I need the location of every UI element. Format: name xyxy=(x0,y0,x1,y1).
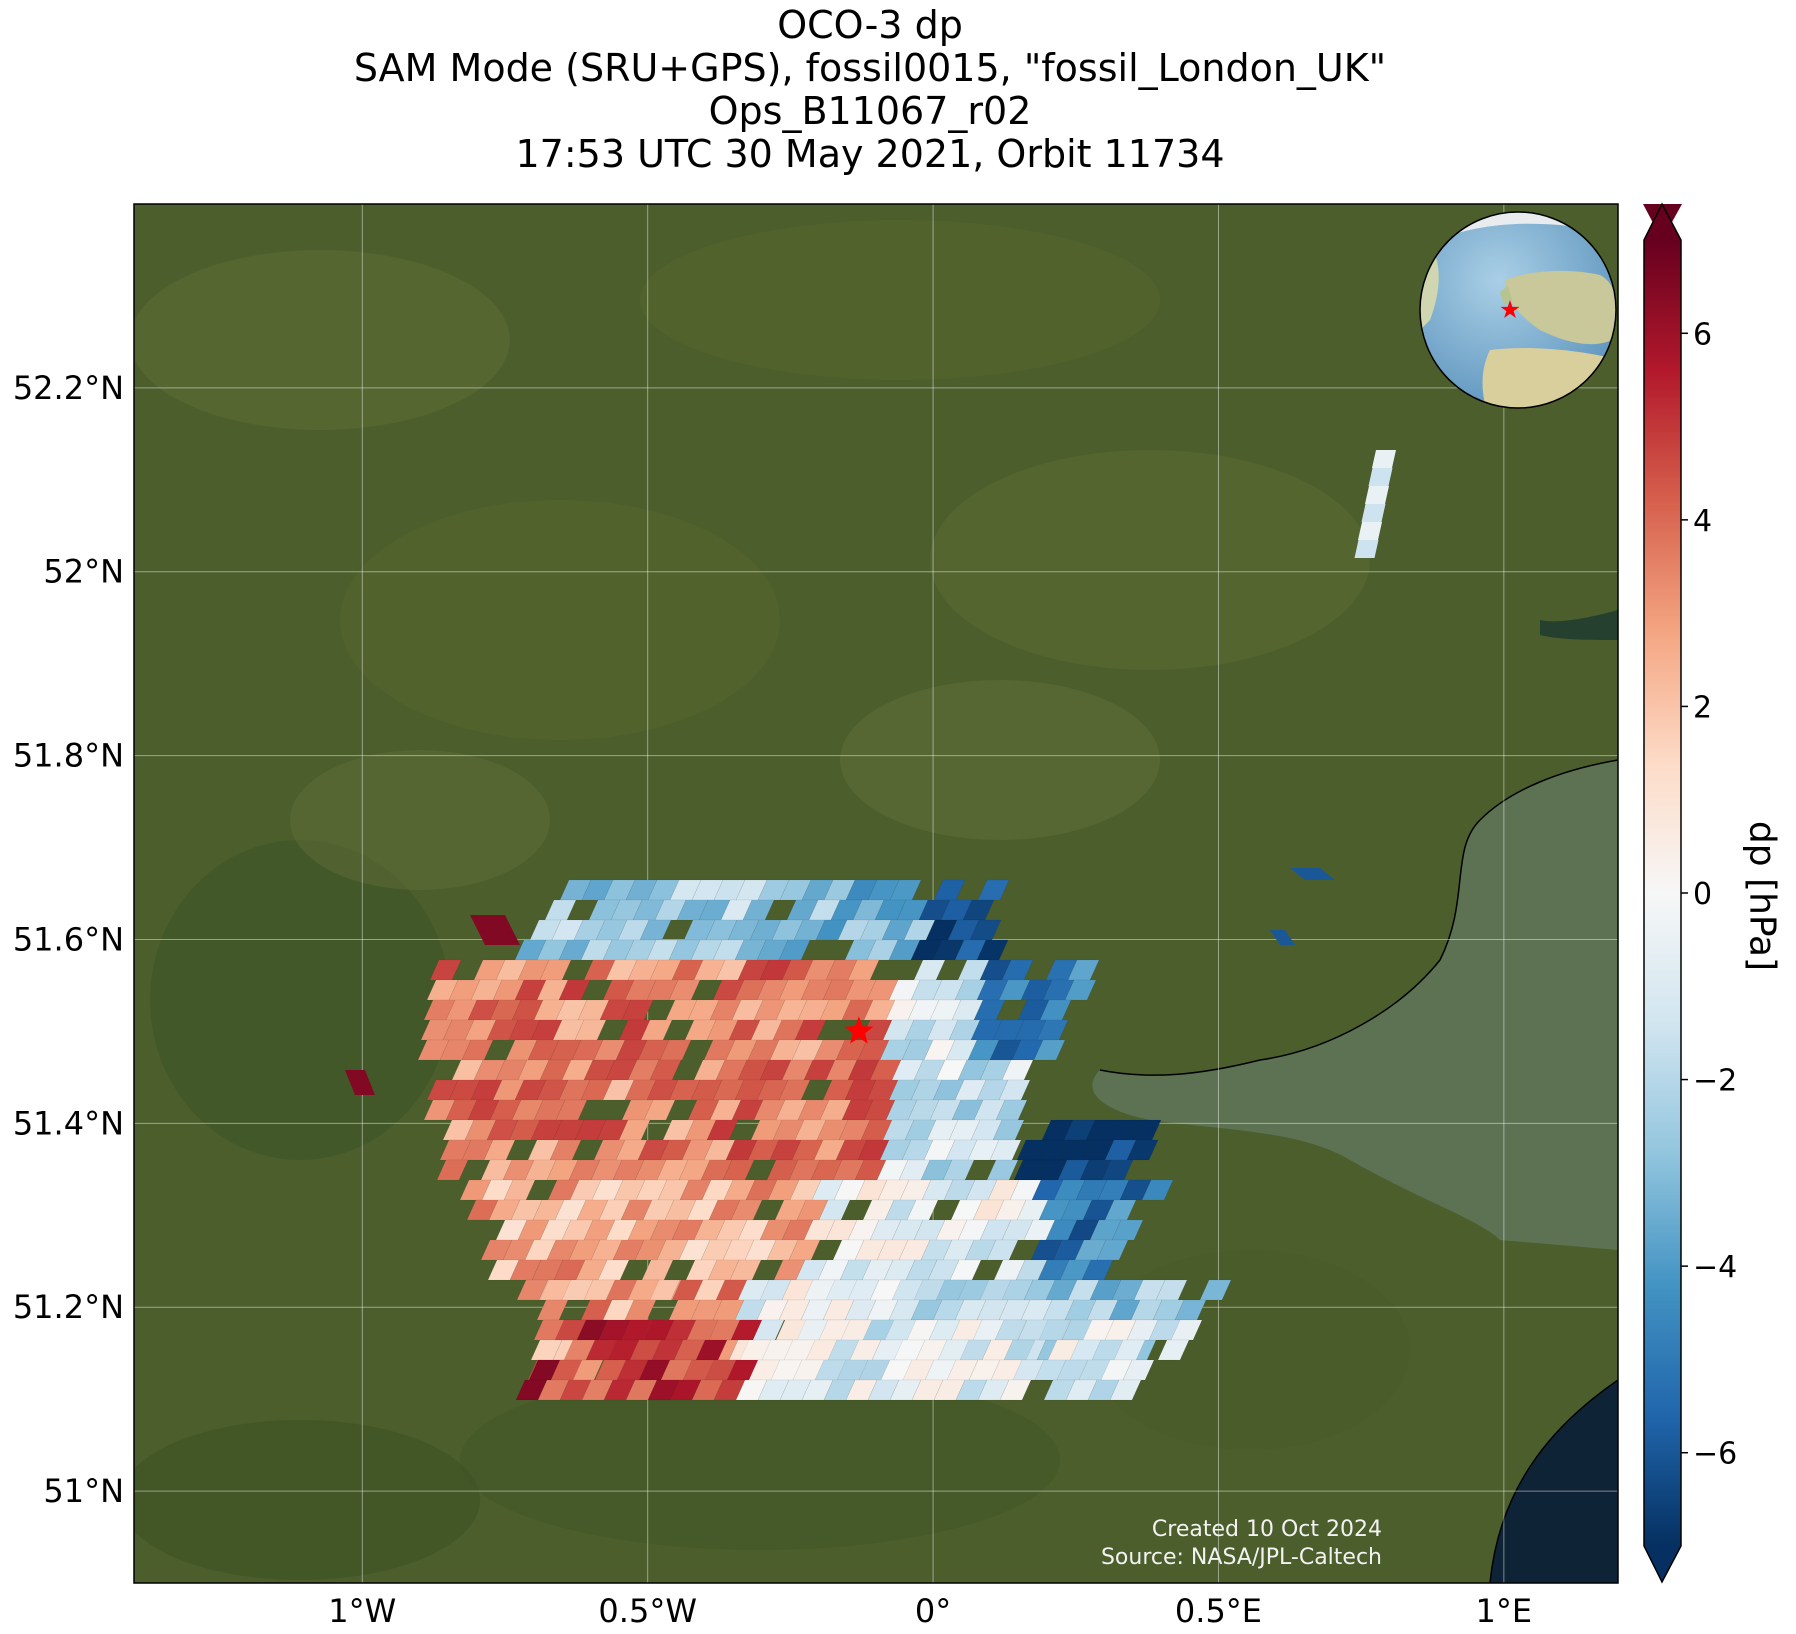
colorbar-tick-label: 2 xyxy=(1693,690,1712,725)
dp-swath xyxy=(345,450,1396,1401)
sounding-cell xyxy=(1365,486,1389,504)
globe-outline xyxy=(1419,211,1617,409)
title-line-2: SAM Mode (SRU+GPS), fossil0015, "fossil_… xyxy=(353,46,1387,90)
lat-tick-label: 51.6°N xyxy=(13,920,124,958)
colorbar-tick-label: 6 xyxy=(1693,317,1712,352)
globe-europe xyxy=(1505,270,1616,345)
colorbar-label: dp [hPa] xyxy=(1741,820,1783,972)
sounding-cell xyxy=(643,1099,676,1121)
figure-title: OCO-3 dp SAM Mode (SRU+GPS), fossil0015,… xyxy=(0,4,1740,176)
globe-britain xyxy=(1500,286,1512,305)
sounding-cell xyxy=(345,1070,375,1095)
sounding-cell xyxy=(1064,979,1097,1001)
title-line-4: 17:53 UTC 30 May 2021, Orbit 11734 xyxy=(515,132,1225,176)
sounding-cell xyxy=(1270,930,1295,945)
title-line-3: Ops_B11067_r02 xyxy=(708,89,1032,133)
sounding-cell xyxy=(1038,1319,1071,1341)
colorbar-tick-label: −4 xyxy=(1693,1250,1737,1285)
sounding-cell xyxy=(1354,540,1379,558)
lat-tick-label: 51°N xyxy=(43,1472,124,1510)
colorbar-tick-label: −2 xyxy=(1693,1064,1737,1099)
lat-tick-label: 52.2°N xyxy=(13,369,124,407)
lon-tick-labels: 1°W 0.5°W 0° 0.5°E 1°E xyxy=(328,1592,1532,1630)
lat-tick-label: 51.2°N xyxy=(13,1288,124,1326)
colorbar-ticks: 6 4 2 0 −2 −4 −6 xyxy=(1681,317,1737,1472)
lon-tick-label: 1°E xyxy=(1476,1592,1533,1630)
sounding-cell xyxy=(1199,1279,1232,1301)
lon-tick-label: 1°W xyxy=(328,1592,396,1630)
created-credit: Created 10 Oct 2024 xyxy=(1151,1517,1382,1542)
colorbar-extend-bottom xyxy=(1644,1546,1681,1582)
sounding-cell xyxy=(1368,468,1393,486)
sounding-cell xyxy=(1372,450,1396,468)
lon-tick-label: 0° xyxy=(915,1592,951,1630)
sounding-cell xyxy=(1126,1139,1159,1161)
map-frame xyxy=(133,203,1619,1584)
english-channel xyxy=(1490,1380,1618,1583)
thames-estuary xyxy=(1092,760,1618,1250)
globe-target-star-icon xyxy=(1500,300,1520,318)
target-star-icon xyxy=(844,1016,874,1044)
colorbar: 6 4 2 0 −2 −4 −6 xyxy=(1643,202,1737,1584)
colorbar-tick-label: 4 xyxy=(1693,504,1712,539)
sounding-cell xyxy=(1157,1339,1190,1361)
sounding-cell xyxy=(1361,504,1386,522)
lon-tick-label: 0.5°E xyxy=(1175,1592,1262,1630)
title-line-1: OCO-3 dp xyxy=(777,3,963,47)
lat-tick-label: 52°N xyxy=(43,553,124,591)
colorbar-extend-top-tri xyxy=(1644,204,1681,240)
sounding-cell xyxy=(999,1379,1032,1401)
sounding-cell xyxy=(986,1239,1019,1261)
sounding-cell xyxy=(1109,1379,1142,1401)
colorbar-outline xyxy=(1643,202,1682,1584)
sounding-cell xyxy=(1290,868,1335,880)
sounding-cell xyxy=(470,915,520,945)
lat-tick-labels: 51°N 51.2°N 51.4°N 51.6°N 51.8°N 52°N 52.2°N xyxy=(13,369,124,1510)
lat-tick-label: 51.8°N xyxy=(13,737,124,775)
lon-tick-label: 0.5°W xyxy=(598,1592,697,1630)
lat-tick-label: 51.4°N xyxy=(13,1104,124,1142)
colorbar-gradient xyxy=(1644,240,1681,1546)
sounding-cell xyxy=(1033,1039,1066,1061)
colorbar-tick-label: −6 xyxy=(1693,1437,1737,1472)
map-panel xyxy=(133,203,1619,1584)
satellite-texture xyxy=(134,220,1618,1583)
sounding-cell xyxy=(1141,1179,1174,1201)
source-credit: Source: NASA/JPL-Caltech xyxy=(1100,1545,1382,1570)
colorbar-tick-label: 0 xyxy=(1693,877,1712,912)
sounding-cell xyxy=(436,1159,469,1181)
sounding-cell xyxy=(1358,522,1382,540)
